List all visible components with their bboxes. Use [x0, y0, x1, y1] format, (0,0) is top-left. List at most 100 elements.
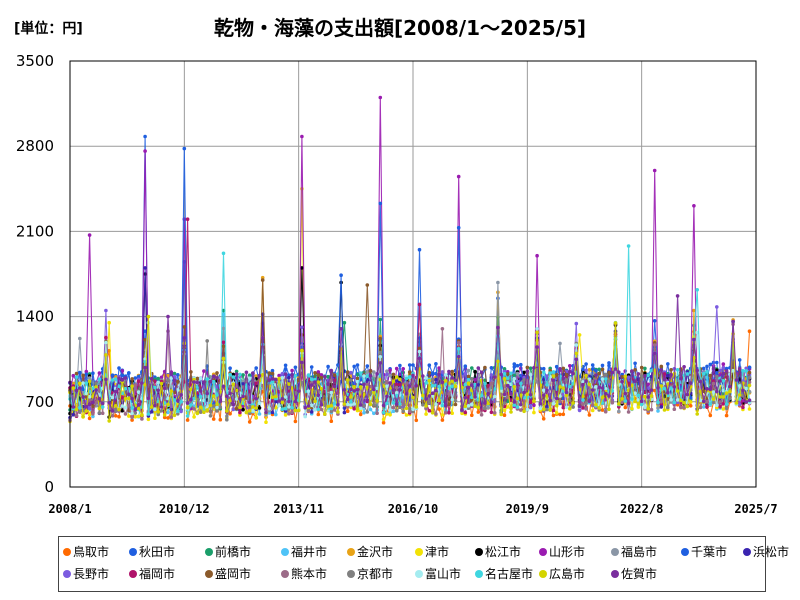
data-point	[718, 400, 722, 404]
data-point	[87, 376, 92, 380]
data-point	[211, 374, 216, 379]
data-point	[97, 397, 102, 401]
data-point	[564, 378, 569, 382]
y-tick-label: 0	[44, 478, 54, 496]
data-point	[587, 413, 592, 417]
data-point	[456, 225, 461, 230]
data-point	[202, 369, 206, 373]
data-point	[176, 409, 180, 414]
data-point	[492, 394, 497, 399]
data-point	[479, 413, 484, 417]
data-point	[398, 405, 402, 410]
data-point	[100, 411, 105, 416]
data-point	[718, 373, 722, 377]
data-point	[407, 384, 412, 388]
data-point	[198, 376, 203, 381]
data-point	[613, 367, 618, 371]
data-point	[656, 386, 660, 390]
data-point	[211, 417, 216, 421]
data-point	[545, 383, 549, 387]
data-point	[724, 406, 729, 411]
data-point	[143, 266, 147, 270]
data-point	[127, 414, 131, 418]
data-point	[456, 340, 461, 345]
data-point	[176, 388, 180, 392]
data-point	[300, 360, 304, 365]
data-point	[568, 406, 572, 411]
data-point	[747, 375, 752, 380]
data-point	[247, 373, 252, 378]
legend-marker	[129, 547, 137, 556]
data-point	[558, 385, 562, 389]
data-point	[747, 398, 752, 403]
data-point	[571, 401, 575, 405]
data-point	[590, 388, 595, 392]
data-point	[522, 409, 526, 414]
data-point	[283, 395, 288, 399]
data-point	[130, 415, 134, 420]
legend-marker	[129, 569, 137, 578]
data-point	[545, 407, 549, 412]
data-point	[492, 375, 497, 379]
x-tick-label: 2019/9	[506, 502, 549, 516]
data-point	[345, 370, 350, 374]
data-point	[238, 413, 242, 417]
data-point	[421, 374, 425, 378]
data-point	[264, 410, 268, 415]
data-point	[603, 409, 608, 414]
data-point	[166, 410, 170, 415]
data-point	[91, 412, 95, 416]
legend-label: 秋田市	[139, 545, 176, 559]
data-point	[649, 407, 654, 412]
data-point	[692, 308, 696, 313]
data-point	[421, 403, 425, 407]
legend-label: 浜松市	[753, 545, 790, 559]
data-point	[443, 379, 448, 383]
data-point	[306, 404, 311, 408]
data-point	[551, 370, 556, 374]
data-point	[238, 405, 242, 410]
data-point	[669, 372, 673, 377]
data-point	[277, 376, 281, 381]
data-point	[705, 405, 709, 409]
data-point	[143, 149, 147, 153]
data-point	[470, 402, 474, 407]
data-point	[117, 407, 121, 412]
data-point	[159, 405, 164, 409]
legend-label: 福岡市	[139, 567, 176, 581]
data-point	[476, 410, 481, 414]
data-point	[502, 367, 507, 371]
data-point	[156, 380, 160, 385]
data-point	[437, 384, 441, 389]
data-point	[447, 402, 451, 407]
data-point	[584, 401, 588, 406]
data-point	[417, 346, 422, 351]
data-point	[205, 377, 209, 381]
data-point	[675, 389, 680, 393]
data-point	[143, 134, 147, 139]
data-point	[434, 388, 438, 393]
data-point	[613, 321, 618, 325]
data-point	[198, 389, 203, 393]
data-point	[407, 363, 412, 367]
data-point	[218, 399, 223, 404]
legend-marker	[743, 547, 751, 556]
data-point	[466, 404, 471, 408]
data-point	[453, 384, 458, 389]
data-point	[133, 415, 138, 419]
data-point	[463, 410, 468, 415]
data-point	[558, 394, 562, 398]
data-point	[117, 366, 121, 370]
data-point	[159, 381, 164, 386]
data-point	[437, 398, 441, 403]
data-point	[662, 408, 667, 412]
data-point	[594, 385, 598, 389]
data-point	[202, 380, 206, 384]
data-point	[636, 401, 641, 406]
data-point	[329, 390, 334, 395]
data-point	[721, 407, 726, 411]
data-point	[355, 372, 360, 377]
data-point	[574, 357, 579, 362]
data-point	[345, 402, 350, 407]
data-point	[466, 385, 471, 390]
